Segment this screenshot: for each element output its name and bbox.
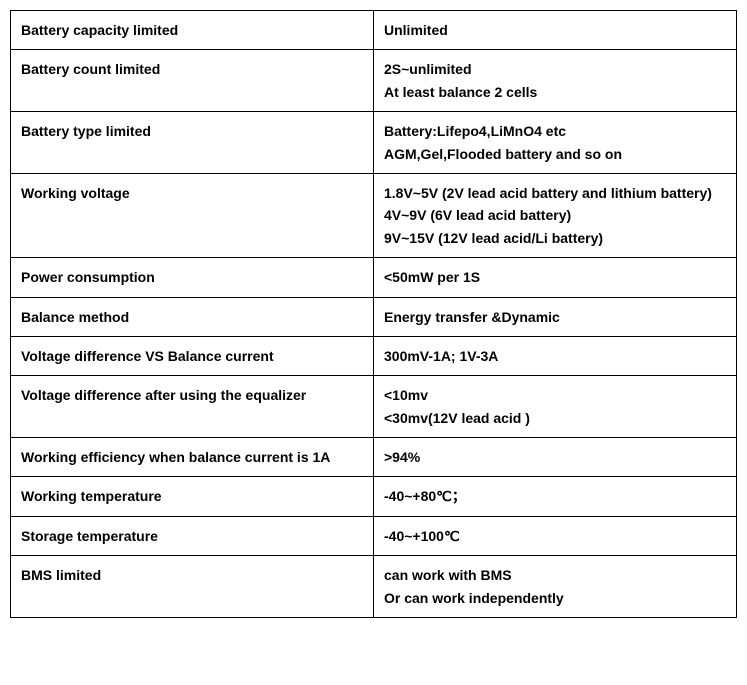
spec-value: <50mW per 1S: [374, 258, 737, 297]
table-row: Battery capacity limited Unlimited: [11, 11, 737, 50]
specs-table: Battery capacity limited Unlimited Batte…: [10, 10, 737, 618]
spec-label: Battery type limited: [11, 112, 374, 174]
table-row: Storage temperature -40~+100℃: [11, 516, 737, 555]
table-row: Voltage difference after using the equal…: [11, 376, 737, 438]
spec-value: Energy transfer &Dynamic: [374, 297, 737, 336]
spec-value: 300mV-1A; 1V-3A: [374, 336, 737, 375]
spec-value: 2S~unlimited At least balance 2 cells: [374, 50, 737, 112]
spec-label: BMS limited: [11, 556, 374, 618]
spec-label: Storage temperature: [11, 516, 374, 555]
spec-label: Battery count limited: [11, 50, 374, 112]
spec-value: Battery:Lifepo4,LiMnO4 etc AGM,Gel,Flood…: [374, 112, 737, 174]
spec-label: Working efficiency when balance current …: [11, 438, 374, 477]
spec-label: Battery capacity limited: [11, 11, 374, 50]
spec-label: Power consumption: [11, 258, 374, 297]
table-row: Balance method Energy transfer &Dynamic: [11, 297, 737, 336]
spec-value: Unlimited: [374, 11, 737, 50]
table-row: Power consumption <50mW per 1S: [11, 258, 737, 297]
spec-label: Voltage difference VS Balance current: [11, 336, 374, 375]
table-row: BMS limited can work with BMS Or can wor…: [11, 556, 737, 618]
table-row: Working temperature -40~+80℃；: [11, 477, 737, 516]
table-row: Working efficiency when balance current …: [11, 438, 737, 477]
table-row: Battery count limited 2S~unlimited At le…: [11, 50, 737, 112]
table-body: Battery capacity limited Unlimited Batte…: [11, 11, 737, 618]
spec-value: -40~+100℃: [374, 516, 737, 555]
spec-value: <10mv <30mv(12V lead acid ): [374, 376, 737, 438]
spec-label: Balance method: [11, 297, 374, 336]
spec-label: Voltage difference after using the equal…: [11, 376, 374, 438]
spec-value: 1.8V~5V (2V lead acid battery and lithiu…: [374, 173, 737, 257]
spec-value: >94%: [374, 438, 737, 477]
spec-label: Working temperature: [11, 477, 374, 516]
table-row: Battery type limited Battery:Lifepo4,LiM…: [11, 112, 737, 174]
table-row: Working voltage 1.8V~5V (2V lead acid ba…: [11, 173, 737, 257]
spec-label: Working voltage: [11, 173, 374, 257]
spec-value: -40~+80℃；: [374, 477, 737, 516]
table-row: Voltage difference VS Balance current 30…: [11, 336, 737, 375]
spec-value: can work with BMS Or can work independen…: [374, 556, 737, 618]
